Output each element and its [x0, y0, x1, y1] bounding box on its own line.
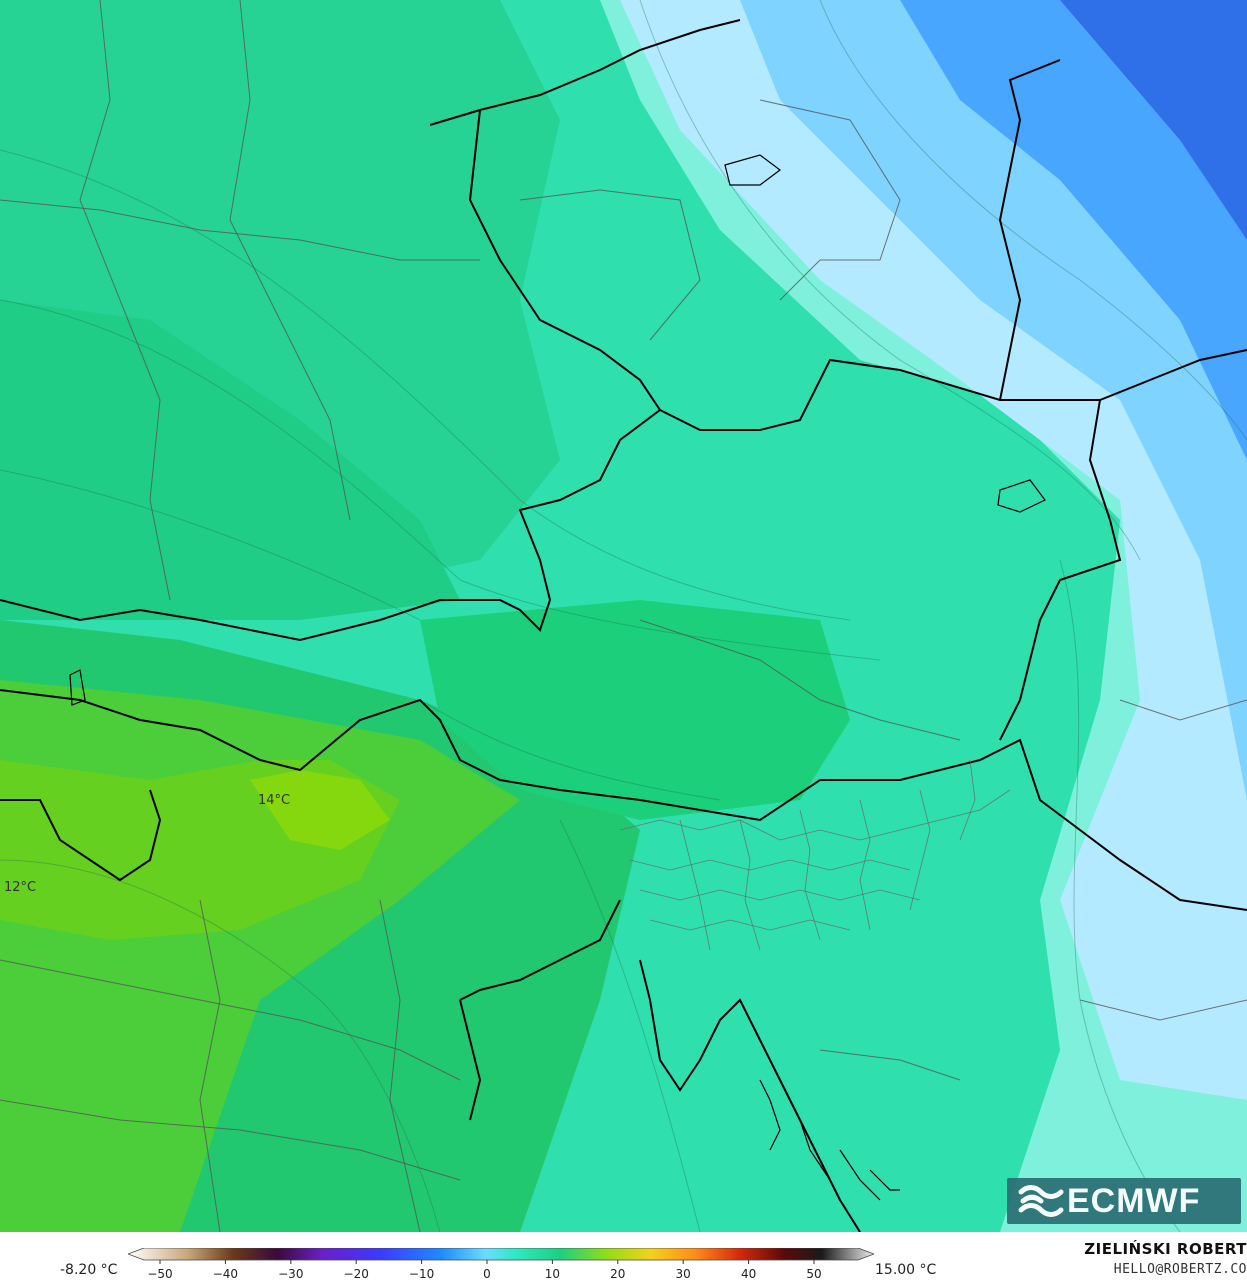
ecmwf-logo-icon [1018, 1185, 1064, 1217]
scale-tick-label: 50 [806, 1267, 821, 1281]
color-scale-ticks: −50 −40 −30 −20 −10 0 10 20 30 40 50 [147, 1260, 822, 1281]
scale-tick-label: 40 [741, 1267, 756, 1281]
temp-band-extreme [1060, 0, 1247, 240]
scale-tick-label: −30 [278, 1267, 303, 1281]
color-scale-bar [128, 1248, 874, 1261]
scale-tick-label: −20 [344, 1267, 369, 1281]
color-scale: −50 −40 −30 −20 −10 0 10 20 30 40 50 [128, 1248, 874, 1281]
temp-band-nw-inner [0, 300, 460, 620]
temperature-map: 14°C 12°C ECMWF [0, 0, 1247, 1232]
ecmwf-logo: ECMWF [1007, 1178, 1241, 1224]
scale-tick-label: −50 [147, 1267, 172, 1281]
temp-band-central [420, 600, 850, 820]
scale-tick-label: 20 [610, 1267, 625, 1281]
legend-min-label: -8.20 °C [60, 1262, 118, 1278]
ecmwf-logo-text: ECMWF [1067, 1182, 1201, 1220]
scale-tick-label: 30 [676, 1267, 691, 1281]
isotherm-label-14: 14°C [258, 793, 291, 808]
isotherm-label-12: 12°C [4, 880, 37, 895]
scale-tick-label: −10 [409, 1267, 434, 1281]
author-name: ZIELIŃSKI ROBERT [1084, 1240, 1247, 1258]
legend-max-label: 15.00 °C [875, 1262, 937, 1278]
legend-footer: -8.20 °C − [0, 1232, 1247, 1287]
temp-band-peak [250, 770, 390, 850]
author-email[interactable]: HELLO@ROBERTZ.CO [1113, 1262, 1247, 1277]
scale-tick-label: 0 [483, 1267, 491, 1281]
scale-tick-label: −40 [213, 1267, 238, 1281]
scale-tick-label: 10 [545, 1267, 560, 1281]
